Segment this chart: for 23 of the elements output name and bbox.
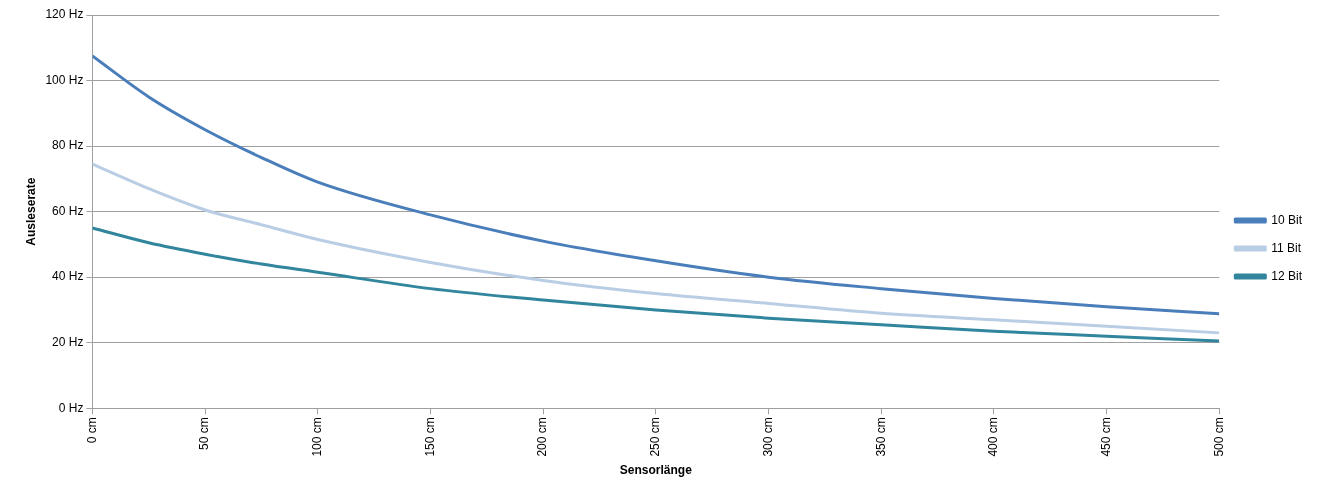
x-tick-label: 500 cm xyxy=(1211,417,1226,457)
x-tick-label: 400 cm xyxy=(986,417,1001,457)
y-tick-label: 40 Hz xyxy=(52,269,84,284)
x-tick-label: 0 cm xyxy=(84,417,99,444)
legend-label: 12 Bit xyxy=(1271,268,1303,283)
x-tick-label: 200 cm xyxy=(535,417,550,457)
y-tick-label: 0 Hz xyxy=(58,400,84,415)
legend-label: 10 Bit xyxy=(1271,212,1303,227)
x-tick-label: 150 cm xyxy=(422,417,437,457)
y-tick-label: 120 Hz xyxy=(45,7,84,22)
x-tick-label: 450 cm xyxy=(1098,417,1113,457)
x-axis-title: Sensorlänge xyxy=(619,463,693,478)
x-tick-label: 50 cm xyxy=(197,417,212,450)
x-tick-label: 100 cm xyxy=(310,417,325,457)
y-tick-label: 80 Hz xyxy=(52,138,84,153)
x-tick-label: 300 cm xyxy=(760,417,775,457)
x-tick-label: 250 cm xyxy=(648,417,663,457)
y-axis-title: Ausleserate xyxy=(23,177,38,246)
y-tick-label: 60 Hz xyxy=(52,203,84,218)
y-tick-label: 100 Hz xyxy=(45,72,84,87)
legend-label: 11 Bit xyxy=(1271,240,1302,255)
y-tick-label: 20 Hz xyxy=(52,335,84,350)
x-tick-label: 350 cm xyxy=(873,417,888,457)
